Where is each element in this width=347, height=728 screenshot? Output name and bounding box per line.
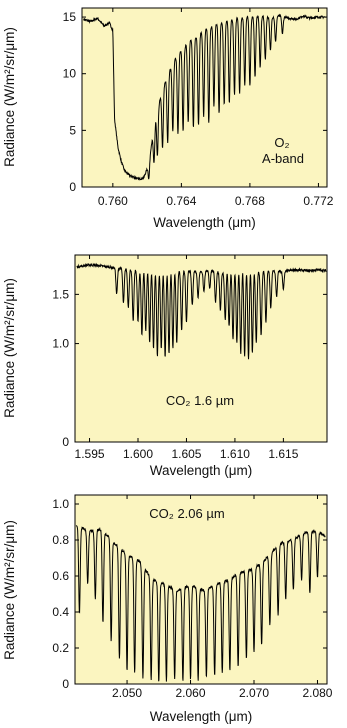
x-tick-label: 0.768 bbox=[235, 194, 265, 208]
y-tick-label: 0.2 bbox=[52, 641, 69, 655]
plot-frame bbox=[74, 494, 328, 685]
x-tick-label: 2.050 bbox=[112, 686, 142, 700]
spectrum-line bbox=[76, 262, 327, 360]
spectrum-line bbox=[75, 525, 326, 682]
y-tick-label: 10 bbox=[63, 67, 77, 81]
chart-annotation: CO₂ 2.06 µm bbox=[149, 506, 224, 521]
chart-annotation: O₂ bbox=[274, 135, 289, 150]
chart-annotation: CO₂ 1.6 µm bbox=[166, 393, 234, 408]
y-axis-label: Radiance (W/m²/sr/μm) bbox=[2, 27, 17, 167]
plot-frame bbox=[81, 7, 328, 188]
x-tick-label: 1.605 bbox=[171, 447, 201, 461]
x-axis-label: Wavelength (μm) bbox=[150, 709, 253, 724]
y-tick-label: 0 bbox=[62, 677, 69, 691]
spectrum-line bbox=[83, 13, 326, 181]
x-tick-label: 1.600 bbox=[123, 447, 153, 461]
y-tick-label: 15 bbox=[63, 10, 77, 24]
plot-area bbox=[75, 255, 327, 442]
x-tick-label: 0.764 bbox=[166, 194, 196, 208]
x-tick-label: 0.772 bbox=[303, 194, 333, 208]
x-tick-label: 1.595 bbox=[75, 447, 105, 461]
y-axis-label: Radiance (W/m²/sr/μm) bbox=[2, 278, 17, 418]
y-tick-label: 1.5 bbox=[52, 287, 69, 301]
chart-annotation: A-band bbox=[262, 151, 304, 166]
y-tick-label: 5 bbox=[69, 123, 76, 137]
y-tick-label: 0.8 bbox=[52, 533, 69, 547]
y-tick-label: 0.4 bbox=[52, 605, 69, 619]
x-tick-label: 2.060 bbox=[176, 686, 206, 700]
x-tick-label: 0.760 bbox=[98, 194, 128, 208]
x-tick-label: 1.615 bbox=[268, 447, 298, 461]
x-tick-label: 2.070 bbox=[239, 686, 269, 700]
y-tick-label: 1.0 bbox=[52, 497, 69, 511]
y-tick-label: 0.6 bbox=[52, 569, 69, 583]
x-axis-label: Wavelength (μm) bbox=[153, 215, 256, 230]
plot-frame bbox=[74, 254, 328, 443]
x-tick-label: 1.610 bbox=[220, 447, 250, 461]
y-tick-label: 1.0 bbox=[52, 337, 69, 351]
y-axis-label: Radiance (W/m²/sr/μm) bbox=[2, 520, 17, 660]
y-tick-label: 0 bbox=[62, 435, 69, 449]
x-axis-label: Wavelength (μm) bbox=[150, 463, 253, 478]
o2-a-band-chart: 0.760 0.764 0.768 0.772 0 5 10 15 Wavelength (μm… bbox=[2, 7, 334, 230]
co2-1-6um-chart: 1.595 1.600 1.605 1.610 1.615 0 1.0 1.5 Waveleng… bbox=[2, 254, 328, 478]
y-tick-label: 0 bbox=[69, 180, 76, 194]
x-tick-label: 2.080 bbox=[302, 686, 332, 700]
co2-2-06um-chart: 2.050 2.060 2.070 2.080 0 0.2 0.4 0.6 0.8 1.0 Wave… bbox=[2, 494, 333, 724]
